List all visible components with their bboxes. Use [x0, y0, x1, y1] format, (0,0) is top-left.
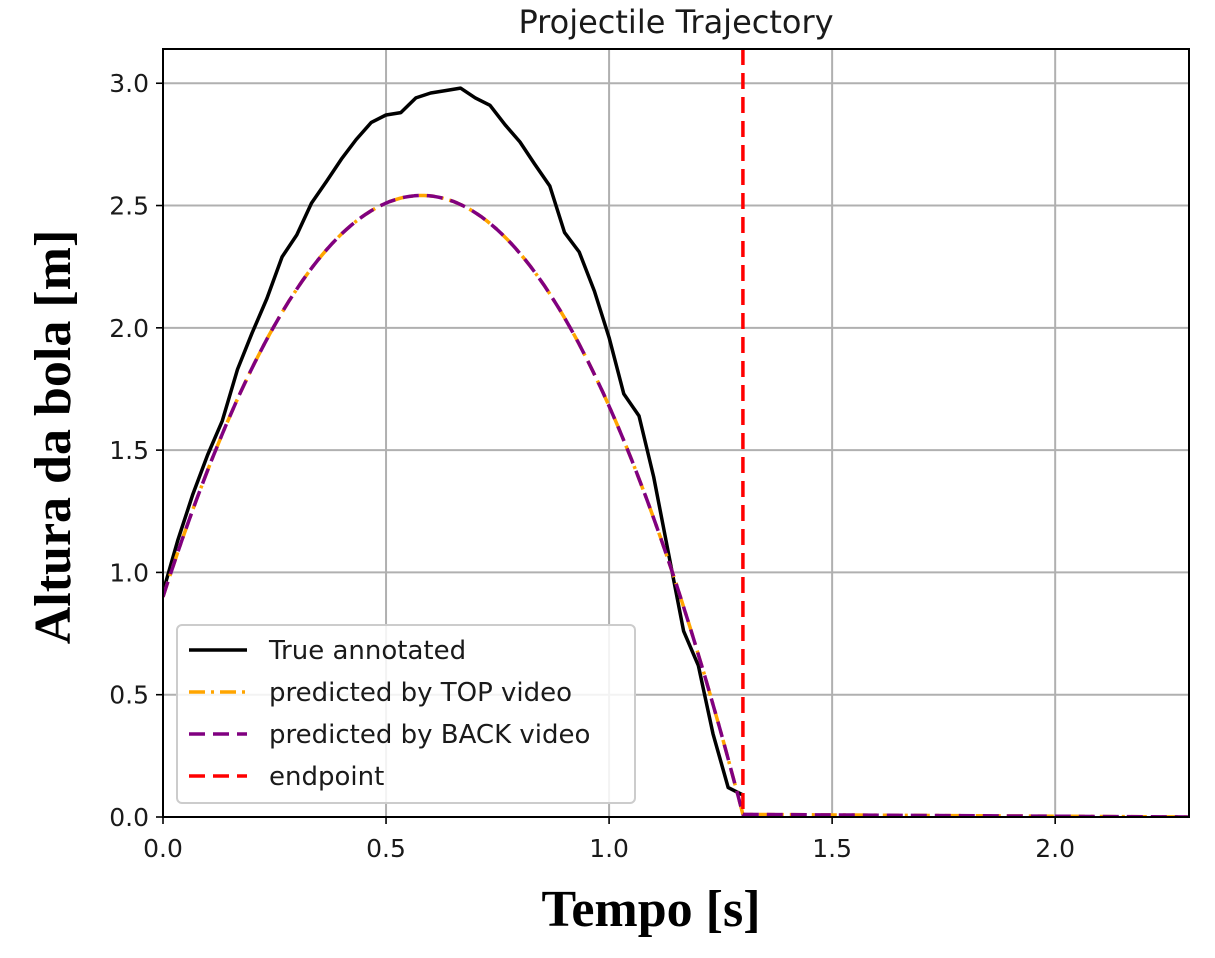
- legend-entry-label: True annotated: [268, 636, 466, 666]
- legend-box: [176, 624, 636, 804]
- x-tick-label: 1.0: [589, 834, 629, 863]
- y-tick-label: 0.5: [109, 681, 149, 710]
- x-axis-label: Tempo [s]: [541, 881, 760, 938]
- y-tick-label: 1.0: [109, 558, 149, 587]
- x-axis-ticks: 0.0 0.5 1.0 1.5 2.0: [143, 817, 1075, 863]
- y-axis-label: Altura da bola [m]: [25, 230, 82, 645]
- y-tick-label: 2.5: [109, 192, 149, 221]
- legend: True annotated predicted by TOP video pred…: [176, 624, 636, 804]
- legend-entry-label: predicted by TOP video: [269, 678, 572, 708]
- y-tick-label: 0.0: [109, 803, 149, 832]
- series-2-line: [163, 193, 1189, 817]
- series-layer: [163, 49, 1189, 817]
- y-tick-label: 3.0: [109, 69, 149, 98]
- x-tick-label: 1.5: [812, 834, 852, 863]
- y-tick-label: 2.0: [109, 314, 149, 343]
- series-0-line: [163, 86, 744, 797]
- y-tick-label: 1.5: [109, 436, 149, 465]
- plot-frame: [162, 48, 1190, 818]
- chart-title: Projectile Trajectory: [518, 3, 833, 41]
- legend-entry-label: endpoint: [269, 762, 384, 792]
- x-tick-label: 0.5: [366, 834, 406, 863]
- x-tick-label: 2.0: [1035, 834, 1075, 863]
- y-axis-ticks: 0.0 0.5 1.0 1.5 2.0 2.5 3.0: [109, 69, 163, 832]
- legend-entry-label: predicted by BACK video: [269, 720, 590, 750]
- x-tick-label: 0.0: [143, 834, 183, 863]
